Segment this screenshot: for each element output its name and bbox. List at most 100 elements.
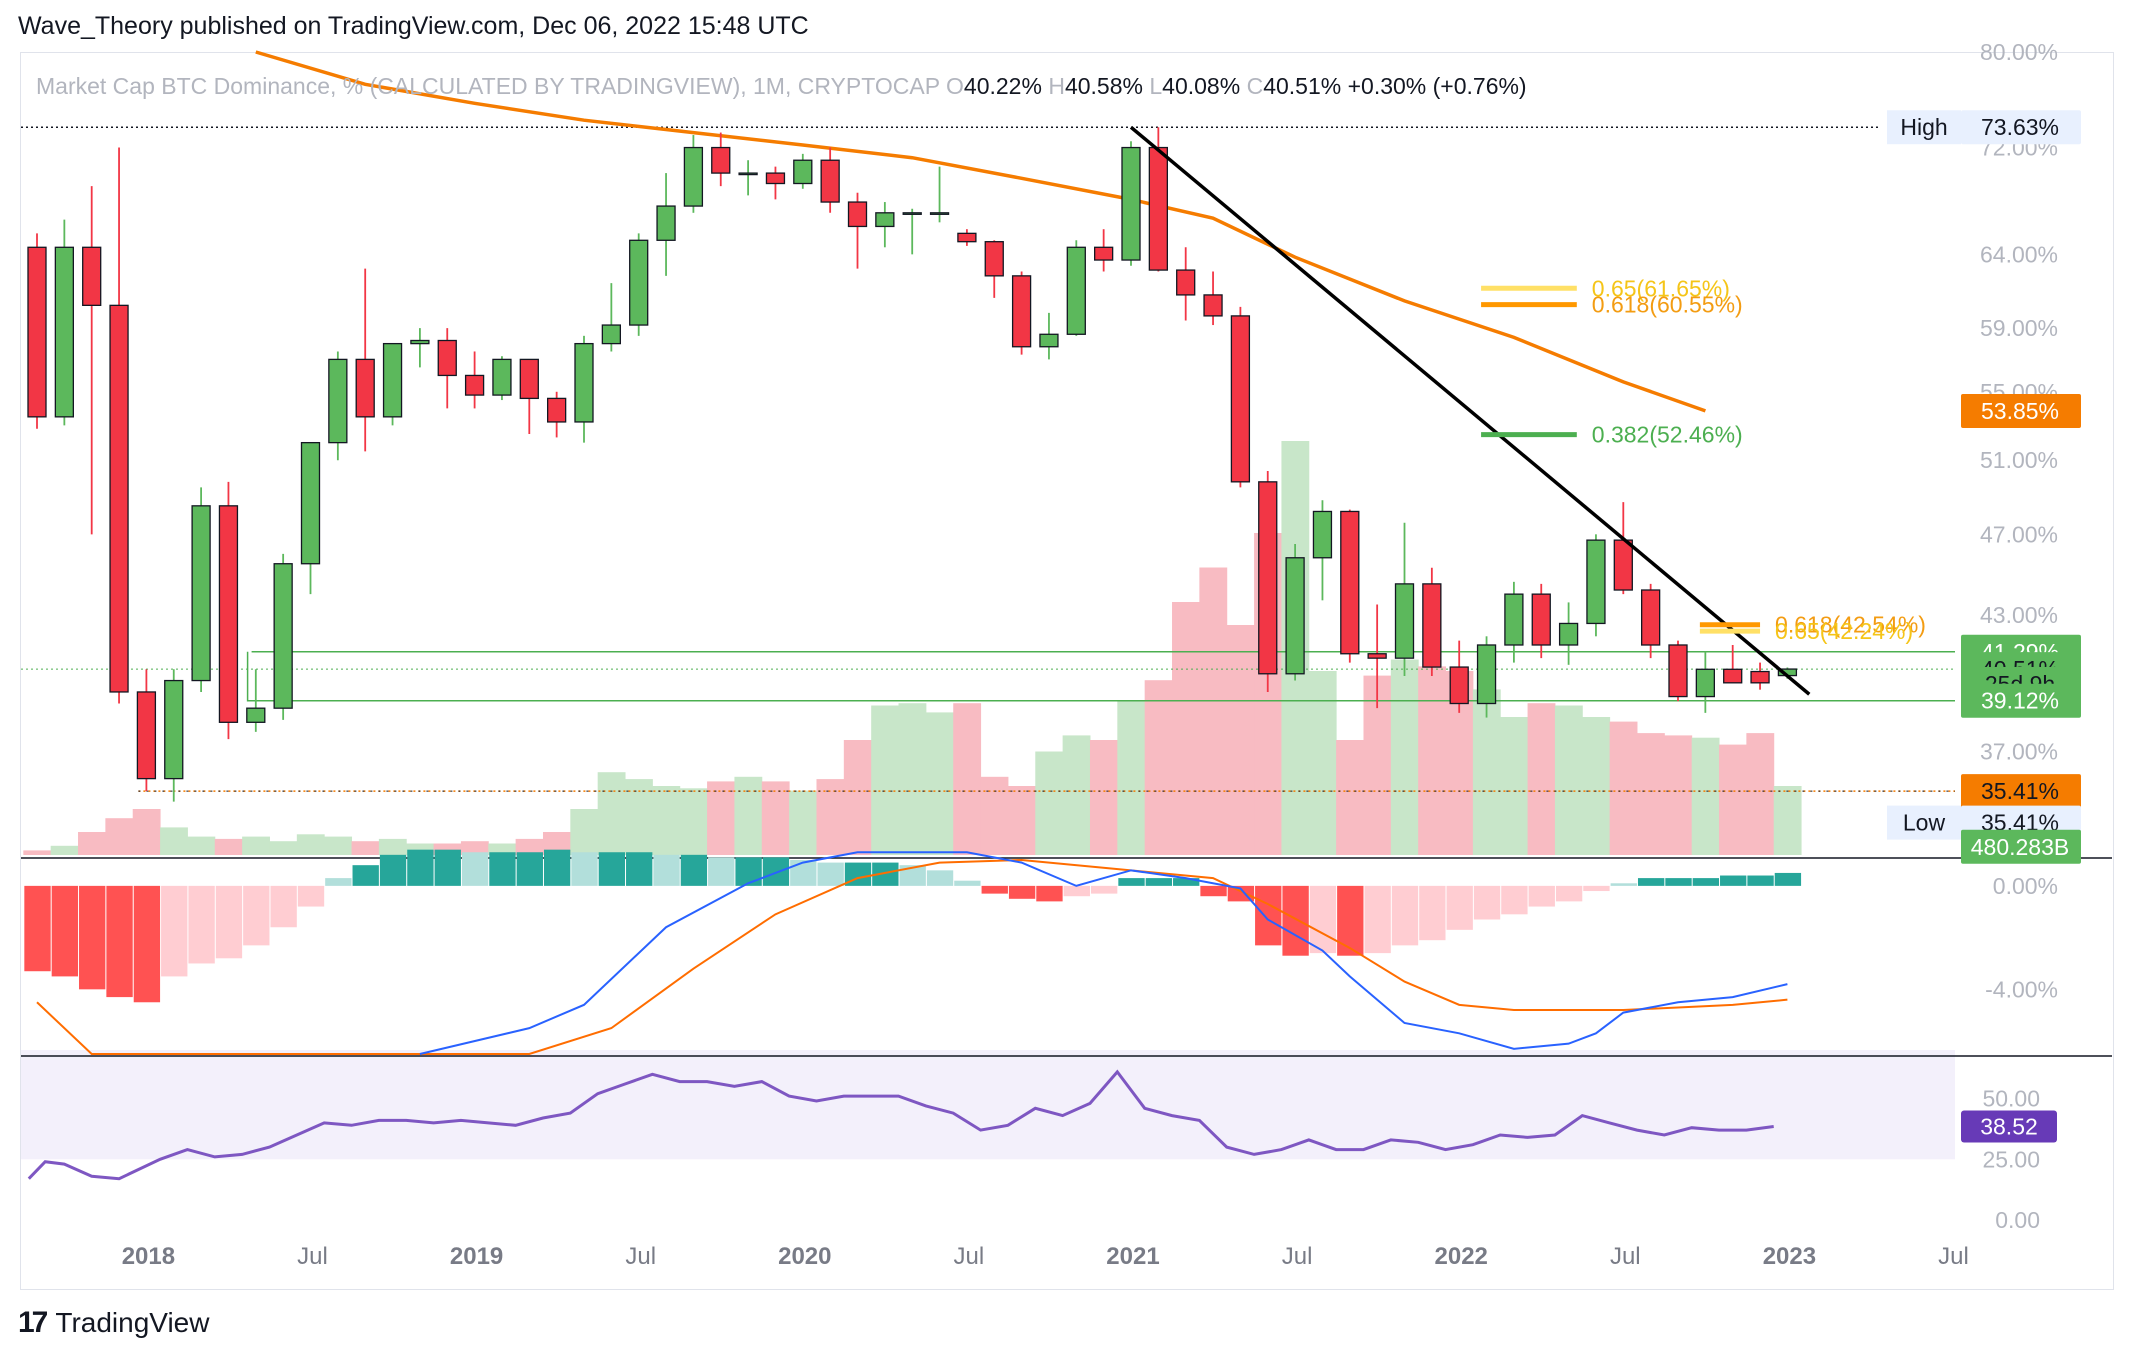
macd-histogram-bar bbox=[1036, 885, 1063, 902]
symbol-legend: Market Cap BTC Dominance, % (CALCULATED … bbox=[36, 73, 1527, 99]
candle bbox=[1476, 636, 1497, 718]
macd-histogram-bar bbox=[1090, 885, 1118, 894]
candle bbox=[464, 351, 485, 409]
macd-histogram-bar bbox=[1282, 885, 1309, 956]
downtrend-line bbox=[1129, 125, 1811, 696]
volume-bar bbox=[843, 740, 872, 855]
macd-histogram-bar bbox=[598, 852, 626, 886]
volume-bar bbox=[1199, 567, 1228, 855]
time-tick-label: Jul bbox=[1282, 1243, 1313, 1270]
candle bbox=[1203, 271, 1223, 326]
volume-bar bbox=[132, 809, 161, 855]
volume-bar bbox=[980, 776, 1009, 855]
volume-bar bbox=[1336, 740, 1364, 855]
candle bbox=[1613, 502, 1633, 595]
macd-histogram-bar bbox=[243, 885, 270, 946]
tradingview-logo[interactable]: 17 TradingView bbox=[18, 1306, 209, 1340]
candle bbox=[1750, 662, 1770, 690]
macd-histogram-bar bbox=[188, 885, 215, 964]
candle-body bbox=[738, 172, 758, 176]
candle-body bbox=[1504, 593, 1524, 646]
volume-bar bbox=[406, 843, 435, 855]
price-tick-label: 80.00% bbox=[1980, 39, 2058, 65]
candle bbox=[27, 233, 47, 429]
fib-level-label: 0.382(52.46%) bbox=[1592, 422, 1743, 448]
candle bbox=[1285, 544, 1305, 681]
macd-histogram-bar bbox=[1145, 878, 1173, 886]
candle bbox=[1504, 581, 1524, 663]
price-label-prefix: Low bbox=[1903, 810, 1946, 836]
candles bbox=[27, 127, 1798, 802]
legend-symbol: Market Cap BTC Dominance, % (CALCULATED … bbox=[36, 73, 946, 99]
price-label: 480.283B bbox=[1971, 834, 2069, 860]
candle-body bbox=[1723, 668, 1743, 684]
candle-body bbox=[1285, 557, 1305, 675]
legend-c-label: C bbox=[1247, 73, 1264, 99]
candle bbox=[109, 147, 129, 704]
macd-histogram-bar bbox=[106, 885, 133, 998]
candle-body bbox=[902, 212, 922, 215]
candle bbox=[1668, 640, 1688, 702]
macd-histogram-bar bbox=[899, 865, 926, 886]
time-tick-label: 2019 bbox=[450, 1243, 503, 1270]
candle-body bbox=[1258, 481, 1278, 675]
candle-body bbox=[957, 232, 977, 243]
candle-body bbox=[1367, 653, 1387, 659]
candle bbox=[1094, 229, 1114, 272]
candle bbox=[957, 229, 977, 246]
rsi-line bbox=[27, 1069, 1774, 1181]
macd-histogram-bar bbox=[790, 860, 817, 886]
price-tick-label: 64.00% bbox=[1980, 241, 2058, 267]
candle-body bbox=[519, 358, 539, 400]
volume-bar bbox=[652, 786, 681, 855]
macd-tick-label: -4.00% bbox=[1985, 976, 2058, 1002]
macd-histogram-bar bbox=[24, 885, 51, 972]
price-label-prefix: High bbox=[1900, 114, 1947, 140]
candle-body bbox=[601, 324, 621, 345]
macd-histogram-bar bbox=[1501, 885, 1528, 915]
macd-histogram-bar bbox=[51, 885, 79, 977]
volume-bar bbox=[50, 845, 79, 855]
volume-bar bbox=[1035, 751, 1064, 855]
rsi-pane: 50.00 25.00 0.00 38.52 bbox=[27, 1069, 2057, 1233]
volume-bar bbox=[1719, 744, 1747, 855]
time-axis: 2018 Jul 2019 Jul 2020 Jul 2021 Jul 2022 Jul 2023 J… bbox=[122, 1243, 1969, 1270]
candle bbox=[629, 233, 649, 336]
macd-histogram-bar bbox=[352, 865, 379, 886]
volume-bar bbox=[324, 836, 353, 855]
candle bbox=[1558, 602, 1579, 665]
volume-bar bbox=[1144, 680, 1173, 855]
candle-body bbox=[1586, 539, 1606, 625]
candle-body bbox=[711, 146, 731, 174]
volume-bar bbox=[1007, 786, 1036, 855]
macd-histogram-bar bbox=[133, 885, 161, 1003]
volume-bar bbox=[1500, 717, 1529, 855]
trendline bbox=[1129, 125, 1811, 696]
volume-bar bbox=[542, 832, 571, 855]
candle-body bbox=[27, 246, 47, 418]
candle-body bbox=[191, 505, 211, 682]
candle bbox=[1340, 509, 1360, 663]
price-label-bg bbox=[1961, 110, 2081, 145]
price-label-prefix-bg bbox=[1887, 110, 1961, 145]
candle-body bbox=[1750, 670, 1770, 684]
macd-signal-line bbox=[36, 858, 1788, 1055]
volume-bar bbox=[789, 790, 817, 855]
price-label-bg bbox=[1961, 774, 2081, 809]
macd-histogram-bar bbox=[407, 849, 434, 886]
macd-histogram-bar bbox=[1555, 885, 1583, 902]
macd-tick-label: 0.00% bbox=[1993, 873, 2058, 899]
volume-bar bbox=[433, 843, 462, 855]
macd-histogram-bar bbox=[215, 885, 243, 959]
candle bbox=[1695, 651, 1715, 713]
price-label: 35.41% bbox=[1981, 778, 2059, 804]
price-label-prefix-bg bbox=[1887, 805, 1961, 840]
macd-histogram-bar bbox=[1364, 885, 1391, 954]
macd-histogram-bar bbox=[708, 857, 735, 886]
macd-histogram-bar bbox=[461, 852, 489, 886]
macd-histogram-bar bbox=[1337, 885, 1364, 956]
legend-h-label: H bbox=[1048, 73, 1065, 99]
candle bbox=[711, 132, 731, 187]
volume-bar bbox=[488, 843, 517, 855]
